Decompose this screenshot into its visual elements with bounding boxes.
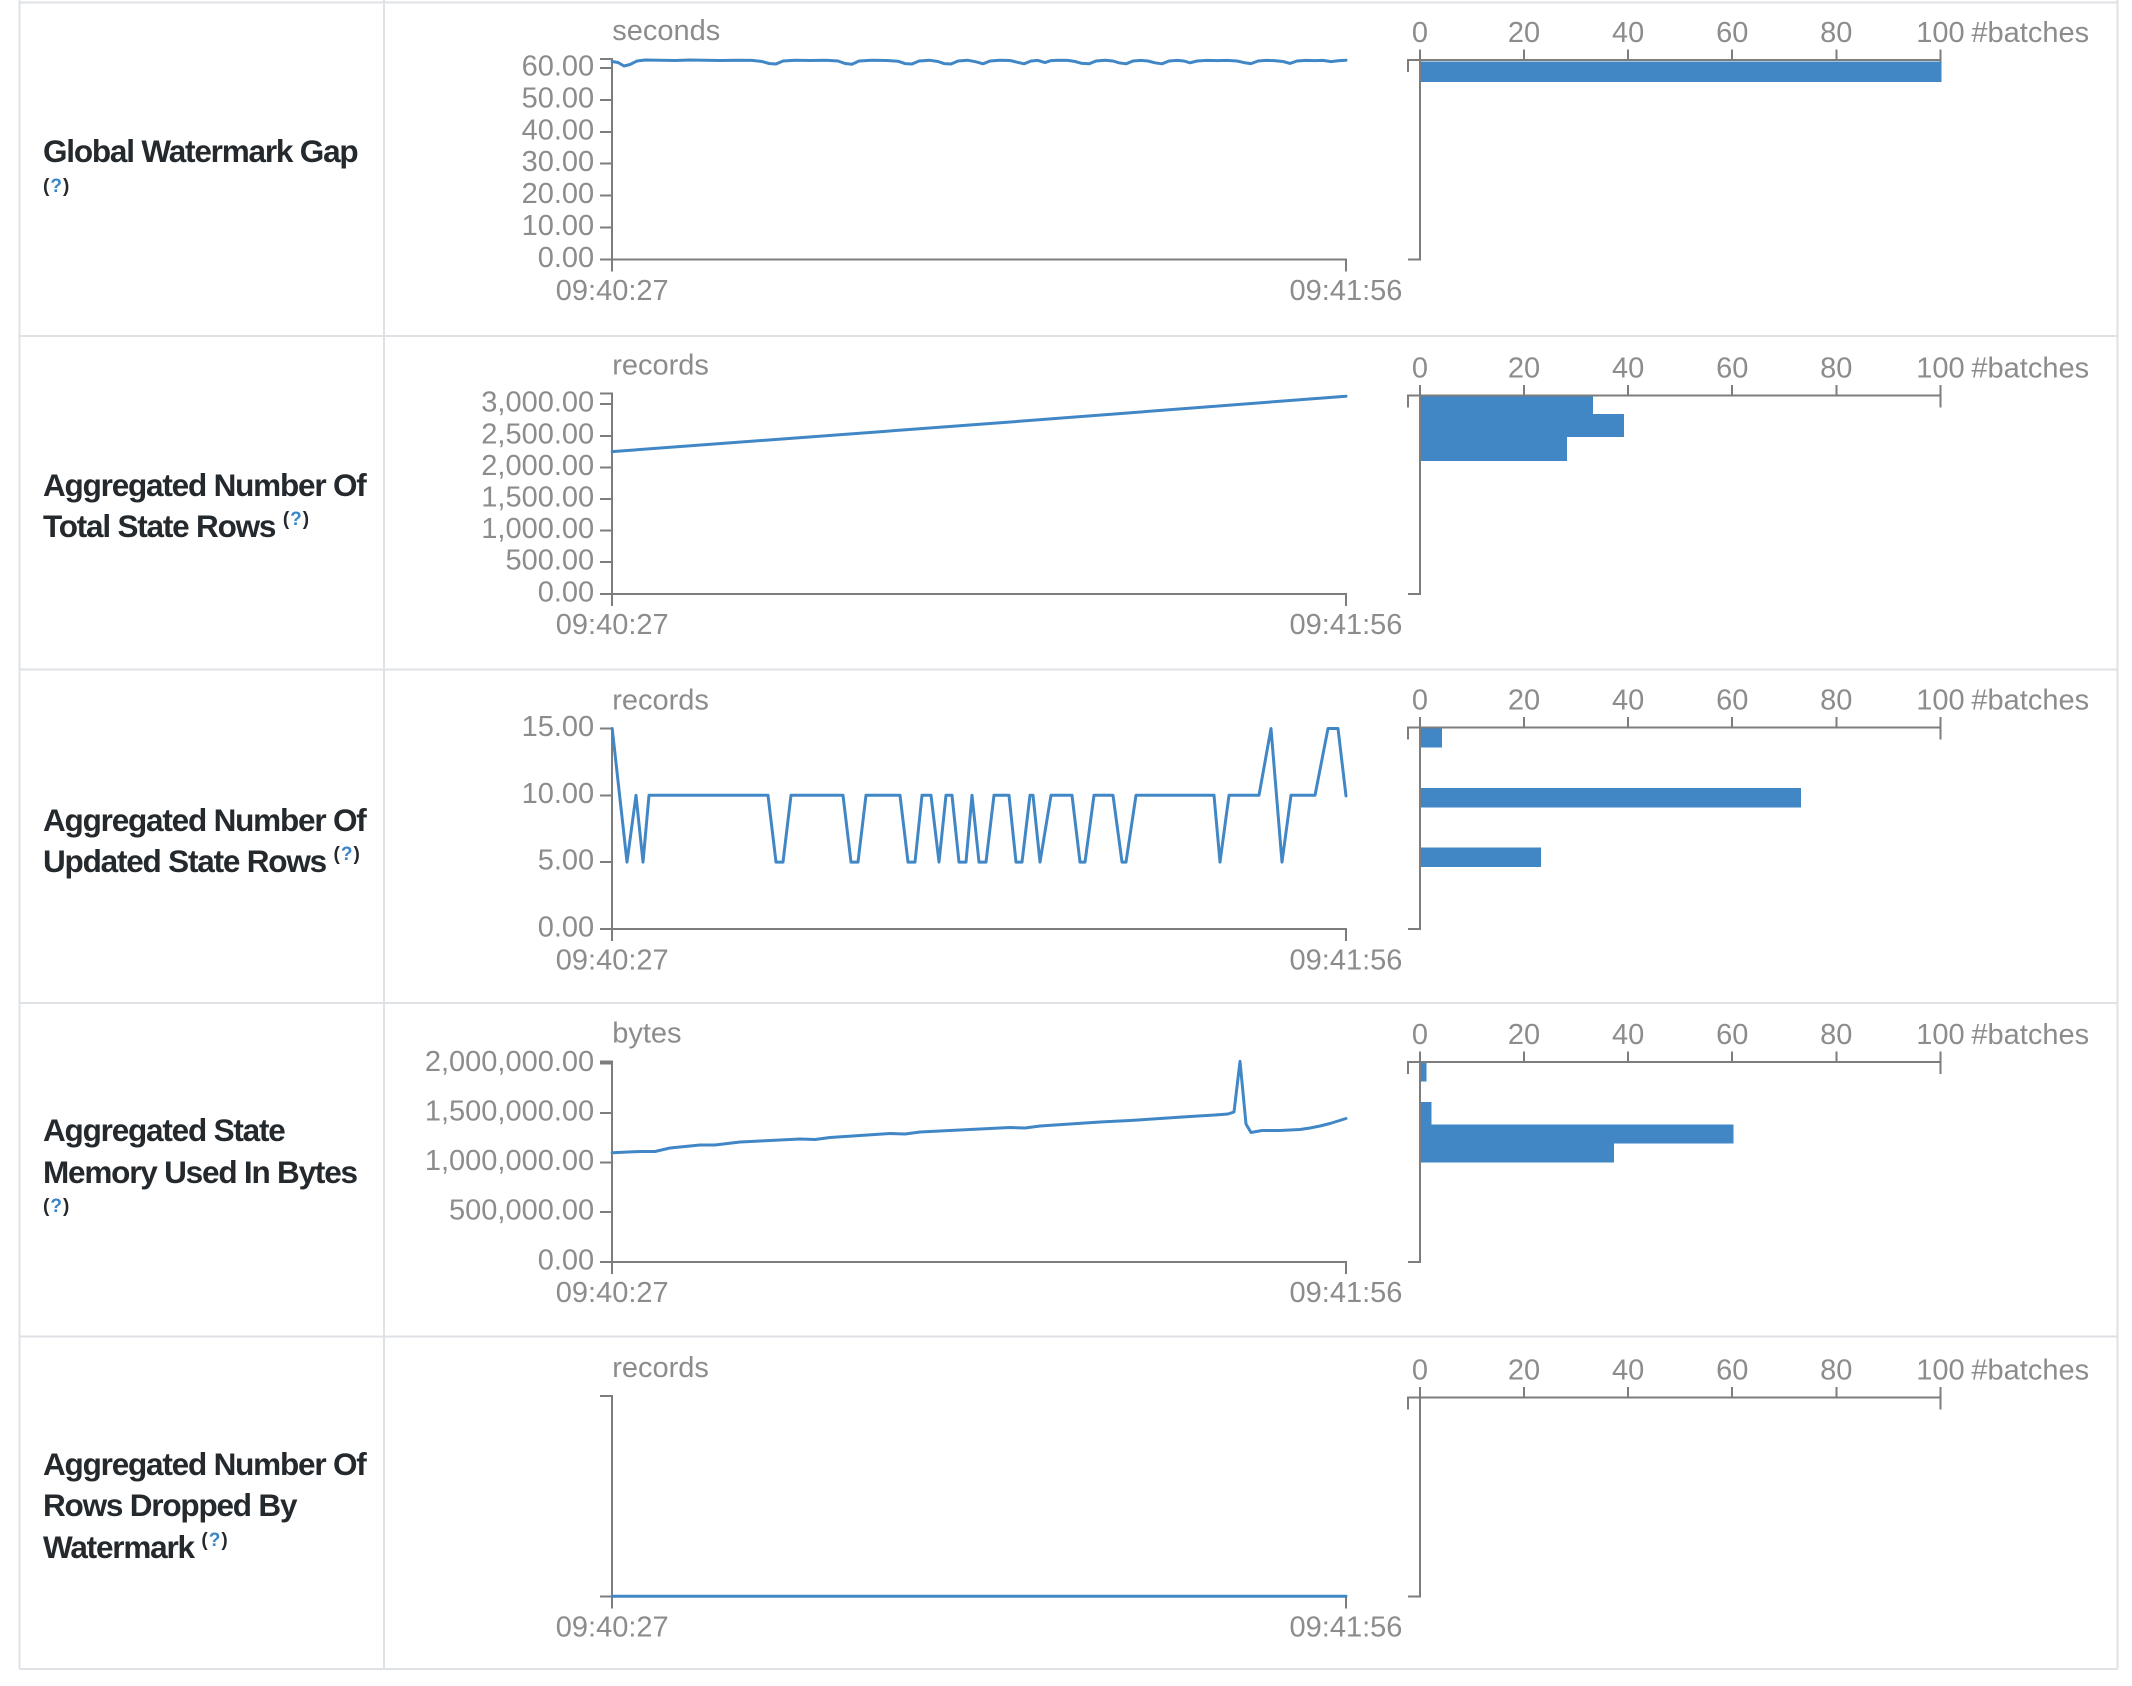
svg-text:15.00: 15.00	[522, 711, 595, 743]
svg-text:09:40:27: 09:40:27	[556, 609, 669, 641]
svg-text:0.00: 0.00	[538, 911, 594, 943]
svg-text:500.00: 500.00	[505, 545, 594, 577]
svg-text:1,500,000.00: 1,500,000.00	[425, 1096, 594, 1128]
svg-text:50.00: 50.00	[522, 83, 595, 115]
svg-text:60: 60	[1716, 353, 1748, 385]
svg-text:0: 0	[1412, 1355, 1428, 1387]
svg-text:#batches: #batches	[1971, 17, 2089, 49]
svg-text:09:40:27: 09:40:27	[556, 275, 669, 307]
svg-text:40: 40	[1612, 353, 1644, 385]
svg-text:60: 60	[1716, 17, 1748, 49]
svg-text:20: 20	[1508, 1355, 1540, 1387]
svg-text:0: 0	[1412, 685, 1428, 717]
svg-text:40: 40	[1612, 1355, 1644, 1387]
svg-text:records: records	[612, 349, 709, 381]
svg-text:2,500.00: 2,500.00	[481, 418, 594, 450]
svg-text:80: 80	[1820, 1355, 1852, 1387]
svg-text:80: 80	[1820, 353, 1852, 385]
svg-text:09:40:27: 09:40:27	[556, 1612, 669, 1644]
svg-text:80: 80	[1820, 685, 1852, 717]
svg-text:60: 60	[1716, 685, 1748, 717]
svg-text:500,000.00: 500,000.00	[449, 1195, 594, 1227]
svg-text:20.00: 20.00	[522, 178, 595, 210]
svg-text:30.00: 30.00	[522, 146, 595, 178]
svg-text:60: 60	[1716, 1019, 1748, 1051]
svg-text:seconds: seconds	[612, 15, 720, 47]
svg-text:09:41:56: 09:41:56	[1290, 609, 1403, 641]
svg-text:09:41:56: 09:41:56	[1290, 1277, 1403, 1309]
svg-text:20: 20	[1508, 17, 1540, 49]
svg-text:#batches: #batches	[1971, 1019, 2089, 1051]
svg-text:60.00: 60.00	[522, 51, 595, 83]
svg-text:3,000.00: 3,000.00	[481, 387, 594, 419]
svg-text:0: 0	[1412, 17, 1428, 49]
svg-text:20: 20	[1508, 685, 1540, 717]
svg-text:40: 40	[1612, 17, 1644, 49]
svg-text:1,000.00: 1,000.00	[481, 513, 594, 545]
svg-text:20: 20	[1508, 353, 1540, 385]
svg-text:2,000,000.00: 2,000,000.00	[425, 1046, 594, 1078]
svg-text:#batches: #batches	[1971, 685, 2089, 717]
svg-text:10.00: 10.00	[522, 778, 595, 810]
svg-text:0: 0	[1412, 353, 1428, 385]
svg-text:records: records	[612, 1352, 709, 1384]
svg-text:40: 40	[1612, 1019, 1644, 1051]
svg-text:0.00: 0.00	[538, 576, 594, 608]
svg-text:09:40:27: 09:40:27	[556, 944, 669, 976]
svg-text:09:41:56: 09:41:56	[1290, 1612, 1403, 1644]
svg-text:80: 80	[1820, 1019, 1852, 1051]
svg-text:1,000,000.00: 1,000,000.00	[425, 1145, 594, 1177]
svg-text:5.00: 5.00	[538, 845, 594, 877]
svg-text:100: 100	[1916, 1019, 1964, 1051]
svg-text:100: 100	[1916, 353, 1964, 385]
svg-text:40.00: 40.00	[522, 114, 595, 146]
svg-text:0.00: 0.00	[538, 242, 594, 274]
svg-text:10.00: 10.00	[522, 210, 595, 242]
svg-text:09:41:56: 09:41:56	[1290, 275, 1403, 307]
svg-text:100: 100	[1916, 17, 1964, 49]
svg-text:09:40:27: 09:40:27	[556, 1277, 669, 1309]
svg-text:#batches: #batches	[1971, 353, 2089, 385]
svg-text:80: 80	[1820, 17, 1852, 49]
svg-text:0: 0	[1412, 1019, 1428, 1051]
svg-text:#batches: #batches	[1971, 1355, 2089, 1387]
svg-text:20: 20	[1508, 1019, 1540, 1051]
svg-text:0.00: 0.00	[538, 1244, 594, 1276]
svg-text:100: 100	[1916, 685, 1964, 717]
svg-text:2,000.00: 2,000.00	[481, 450, 594, 482]
svg-text:60: 60	[1716, 1355, 1748, 1387]
svg-text:records: records	[612, 685, 709, 717]
svg-text:09:41:56: 09:41:56	[1290, 944, 1403, 976]
svg-text:1,500.00: 1,500.00	[481, 482, 594, 514]
svg-text:40: 40	[1612, 685, 1644, 717]
svg-text:bytes: bytes	[612, 1017, 681, 1049]
svg-text:100: 100	[1916, 1355, 1964, 1387]
